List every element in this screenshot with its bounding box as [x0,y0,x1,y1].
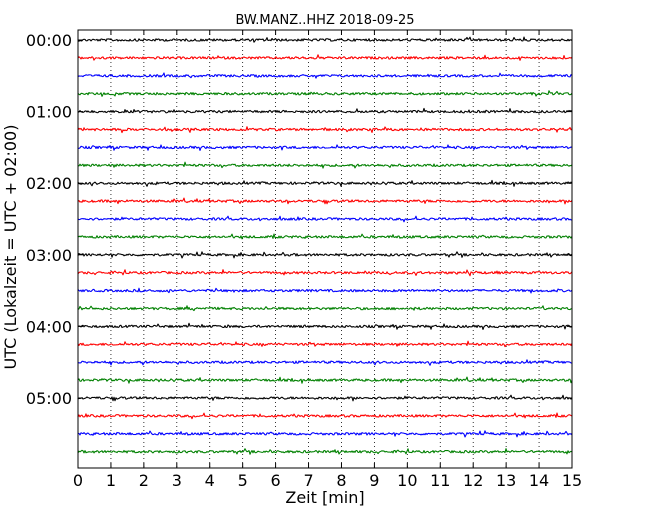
chart-title: BW.MANZ..HHZ 2018-09-25 [235,13,414,28]
trace-01:00 [77,107,573,114]
x-tick-label-10: 10 [397,471,417,490]
x-axis-ticks: 0 1 2 3 4 5 6 7 8 9 10 11 12 13 14 15 [73,30,582,490]
y-tick-label-3: 03:00 [26,246,72,265]
trace-00:15 [77,54,573,61]
x-tick-label-8: 8 [336,471,346,490]
trace-04:00 [77,322,573,330]
trace-00:45 [77,90,573,97]
plot-frame [77,29,573,469]
plot-area: 0 1 2 3 4 5 6 7 8 9 10 11 12 13 14 15 00:0001:0002:0003… [26,29,582,490]
trace-03:15 [77,269,573,277]
y-tick-label-5: 05:00 [26,389,72,408]
trace-03:00 [77,251,573,259]
trace-03:45 [77,305,573,312]
trace-04:30 [77,359,573,366]
y-tick-label-0: 00:00 [26,31,72,50]
x-tick-label-13: 13 [496,471,516,490]
x-tick-label-9: 9 [369,471,379,490]
trace-05:30 [77,430,573,438]
y-tick-label-4: 04:00 [26,317,72,336]
trace-05:15 [77,412,573,420]
x-tick-label-4: 4 [205,471,215,490]
x-tick-label-1: 1 [106,471,116,490]
trace-02:15 [77,197,573,205]
y-tick-label-2: 02:00 [26,174,72,193]
trace-00:00 [77,36,573,43]
x-tick-label-15: 15 [562,471,582,490]
grid-lines [110,30,540,468]
x-tick-label-6: 6 [271,471,281,490]
trace-05:45 [77,448,573,455]
x-tick-label-7: 7 [303,471,313,490]
x-tick-label-3: 3 [172,471,182,490]
trace-04:45 [77,376,573,384]
trace-00:30 [77,72,573,79]
trace-03:30 [77,287,573,294]
x-tick-label-14: 14 [529,471,549,490]
trace-04:15 [77,340,573,348]
trace-02:45 [77,233,573,240]
trace-01:15 [77,126,573,134]
trace-05:00 [77,394,573,402]
x-tick-label-0: 0 [73,471,83,490]
y-axis-label: UTC (Lokalzeit = UTC + 02:00) [1,125,20,370]
x-tick-label-12: 12 [463,471,483,490]
trace-02:30 [77,215,573,223]
trace-02:00 [77,179,573,187]
y-tick-label-1: 01:00 [26,103,72,122]
x-axis-label: Zeit [min] [285,488,364,507]
seismic-traces [77,36,573,455]
trace-01:45 [77,161,573,169]
x-tick-label-5: 5 [238,471,248,490]
trace-01:30 [77,144,573,151]
x-tick-label-2: 2 [139,471,149,490]
x-tick-label-11: 11 [430,471,450,490]
y-axis-ticks: 00:00 01:00 02:00 03:00 04:00 05:00 [26,31,572,408]
